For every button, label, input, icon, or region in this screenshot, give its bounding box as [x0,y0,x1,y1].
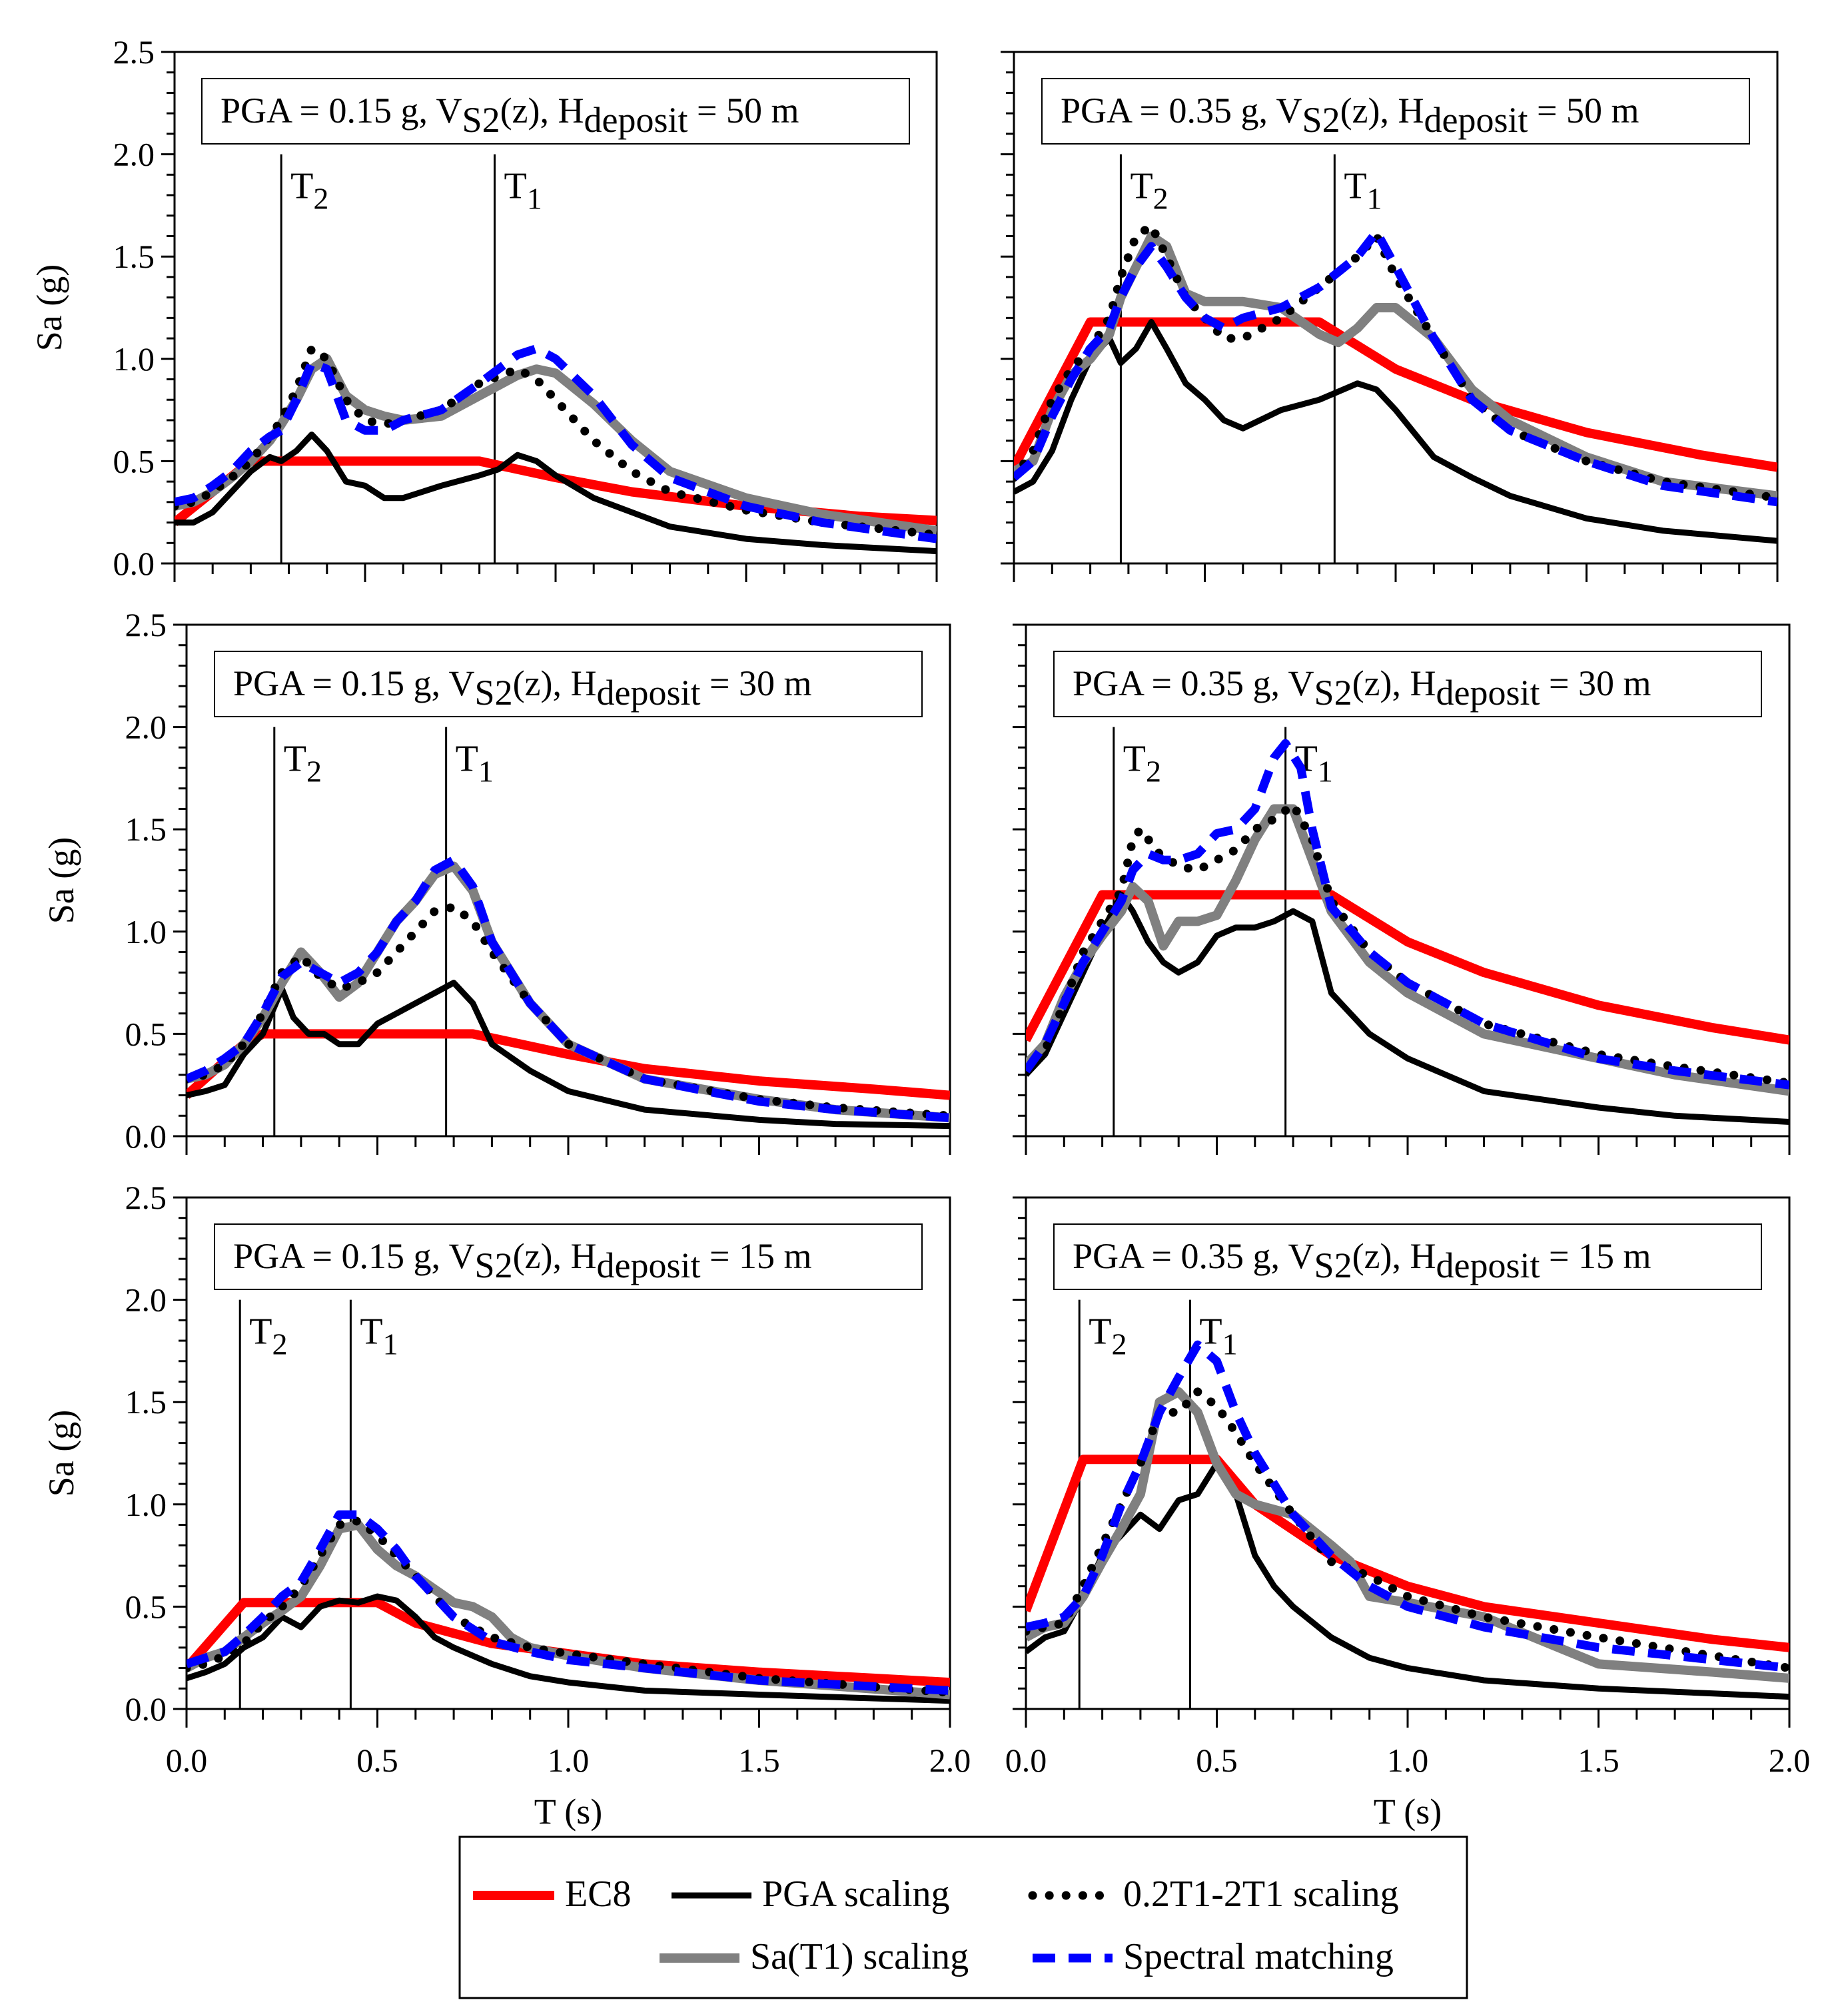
x-tick-label: 1.0 [548,1742,590,1779]
legend-label-ec8: EC8 [565,1873,632,1915]
y-tick-label: 2.5 [125,606,167,643]
t1-period-label: T1 [456,739,494,789]
y-tick-label: 0.5 [113,442,155,480]
series-line-spectral-matching [1026,739,1789,1090]
series-line-pga-scaling [187,1593,950,1704]
x-tick-label: 0.5 [356,1742,398,1779]
series-line-0-2t1-2t1-scaling [1026,800,1789,1088]
t2-period-label: T2 [284,739,322,789]
y-tick-label: 1.0 [113,340,155,378]
y-tick-label: 2.5 [125,1179,167,1216]
t2-period-label: T2 [290,166,328,216]
series-group [187,855,950,1130]
series-line-spectral-matching [187,855,950,1122]
y-tick-label: 2.5 [113,33,155,71]
series-line-spectral-matching [1014,227,1777,507]
y-tick-label: 0.0 [113,545,155,582]
series-group [175,344,937,555]
y-tick-label: 0.0 [125,1690,167,1728]
series-line-sa-t1-scaling [1026,804,1789,1096]
y-tick-label: 2.0 [113,136,155,173]
y-axis-title: Sa (g) [41,837,81,924]
y-tick-label: 1.5 [125,1383,167,1421]
t1-period-label: T1 [504,166,542,216]
series-line-0-2t1-2t1-scaling [187,1516,950,1697]
legend: EC8 PGA scaling 0.2T1-2T1 scaling Sa(T1) sc… [458,1836,1468,1999]
t1-period-label: T1 [1199,1311,1237,1361]
series-line-pga-scaling [1014,319,1777,544]
x-axis-title: T (s) [1374,1792,1442,1832]
t2-period-label: T2 [1130,166,1168,216]
series-line-ec8 [187,1598,950,1688]
series-line-0-2t1-2t1-scaling [1014,221,1777,503]
t2-period-label: T2 [1123,739,1161,789]
x-axis-title: T (s) [534,1792,603,1832]
t2-period-label: T2 [1089,1311,1127,1361]
series-line-sa-t1-scaling [175,354,937,535]
annotation-box [214,1223,923,1290]
series-line-spectral-matching [175,344,937,543]
y-tick-label: 1.0 [125,1486,167,1523]
annotation-box [201,78,910,145]
y-axis-title: Sa (g) [41,1410,81,1497]
annotation-box [214,651,923,717]
y-tick-label: 0.0 [125,1118,167,1155]
annotation-box [1053,651,1762,717]
annotation-box [1041,78,1750,145]
y-tick-label: 0.5 [125,1588,167,1625]
series-line-sa-t1-scaling [187,861,950,1123]
series-group [1026,739,1789,1125]
series-group [1026,1340,1789,1700]
series-line-spectral-matching [1026,1340,1789,1673]
x-tick-label: 1.5 [738,1742,780,1779]
chart-panel-bottom-left: 0.0 0.5 1.0 1.5 2.0 2.5 Sa (g) 0.0 0.5 1.0 1.5 2.0 T… [41,1179,971,1832]
x-tick-label: 2.0 [929,1742,971,1779]
x-tick-label: 1.0 [1387,1742,1429,1779]
series-group [1014,221,1777,544]
series-line-ec8 [1026,890,1789,1045]
legend-frame [458,1836,1468,1999]
t2-period-label: T2 [249,1311,287,1361]
x-tick-label: 0.0 [1005,1742,1047,1779]
x-tick-label: 1.5 [1578,1742,1619,1779]
y-tick-label: 2.0 [125,709,167,746]
y-tick-label: 1.5 [113,238,155,275]
series-group [187,1510,950,1704]
x-tick-label: 0.0 [166,1742,208,1779]
y-tick-label: 2.0 [125,1281,167,1319]
y-tick-label: 0.5 [125,1015,167,1052]
y-tick-label: 1.0 [125,913,167,950]
series-line-pga-scaling [175,432,937,555]
legend-label-spectral-matching: Spectral matching [1123,1936,1394,1977]
annotation-box [1053,1223,1762,1290]
legend-label-pga-scaling: PGA scaling [762,1873,950,1915]
y-tick-label: 1.5 [125,811,167,848]
x-tick-label: 0.5 [1196,1742,1238,1779]
series-line-sa-t1-scaling [187,1520,950,1700]
series-line-ec8 [1014,317,1777,472]
t1-period-label: T1 [1344,166,1382,216]
series-line-pga-scaling [187,980,950,1130]
legend-label-sa-t1-scaling: Sa(T1) scaling [750,1936,969,1977]
series-line-pga-scaling [1026,892,1789,1125]
x-tick-label: 2.0 [1769,1742,1811,1779]
t1-period-label: T1 [360,1311,398,1361]
series-line-spectral-matching [187,1510,950,1695]
series-line-sa-t1-scaling [1014,231,1777,501]
y-axis-title: Sa (g) [29,264,69,351]
legend-label-0-2t1-2t1-scaling: 0.2T1-2T1 scaling [1123,1873,1399,1915]
series-line-0-2t1-2t1-scaling [1026,1387,1789,1673]
